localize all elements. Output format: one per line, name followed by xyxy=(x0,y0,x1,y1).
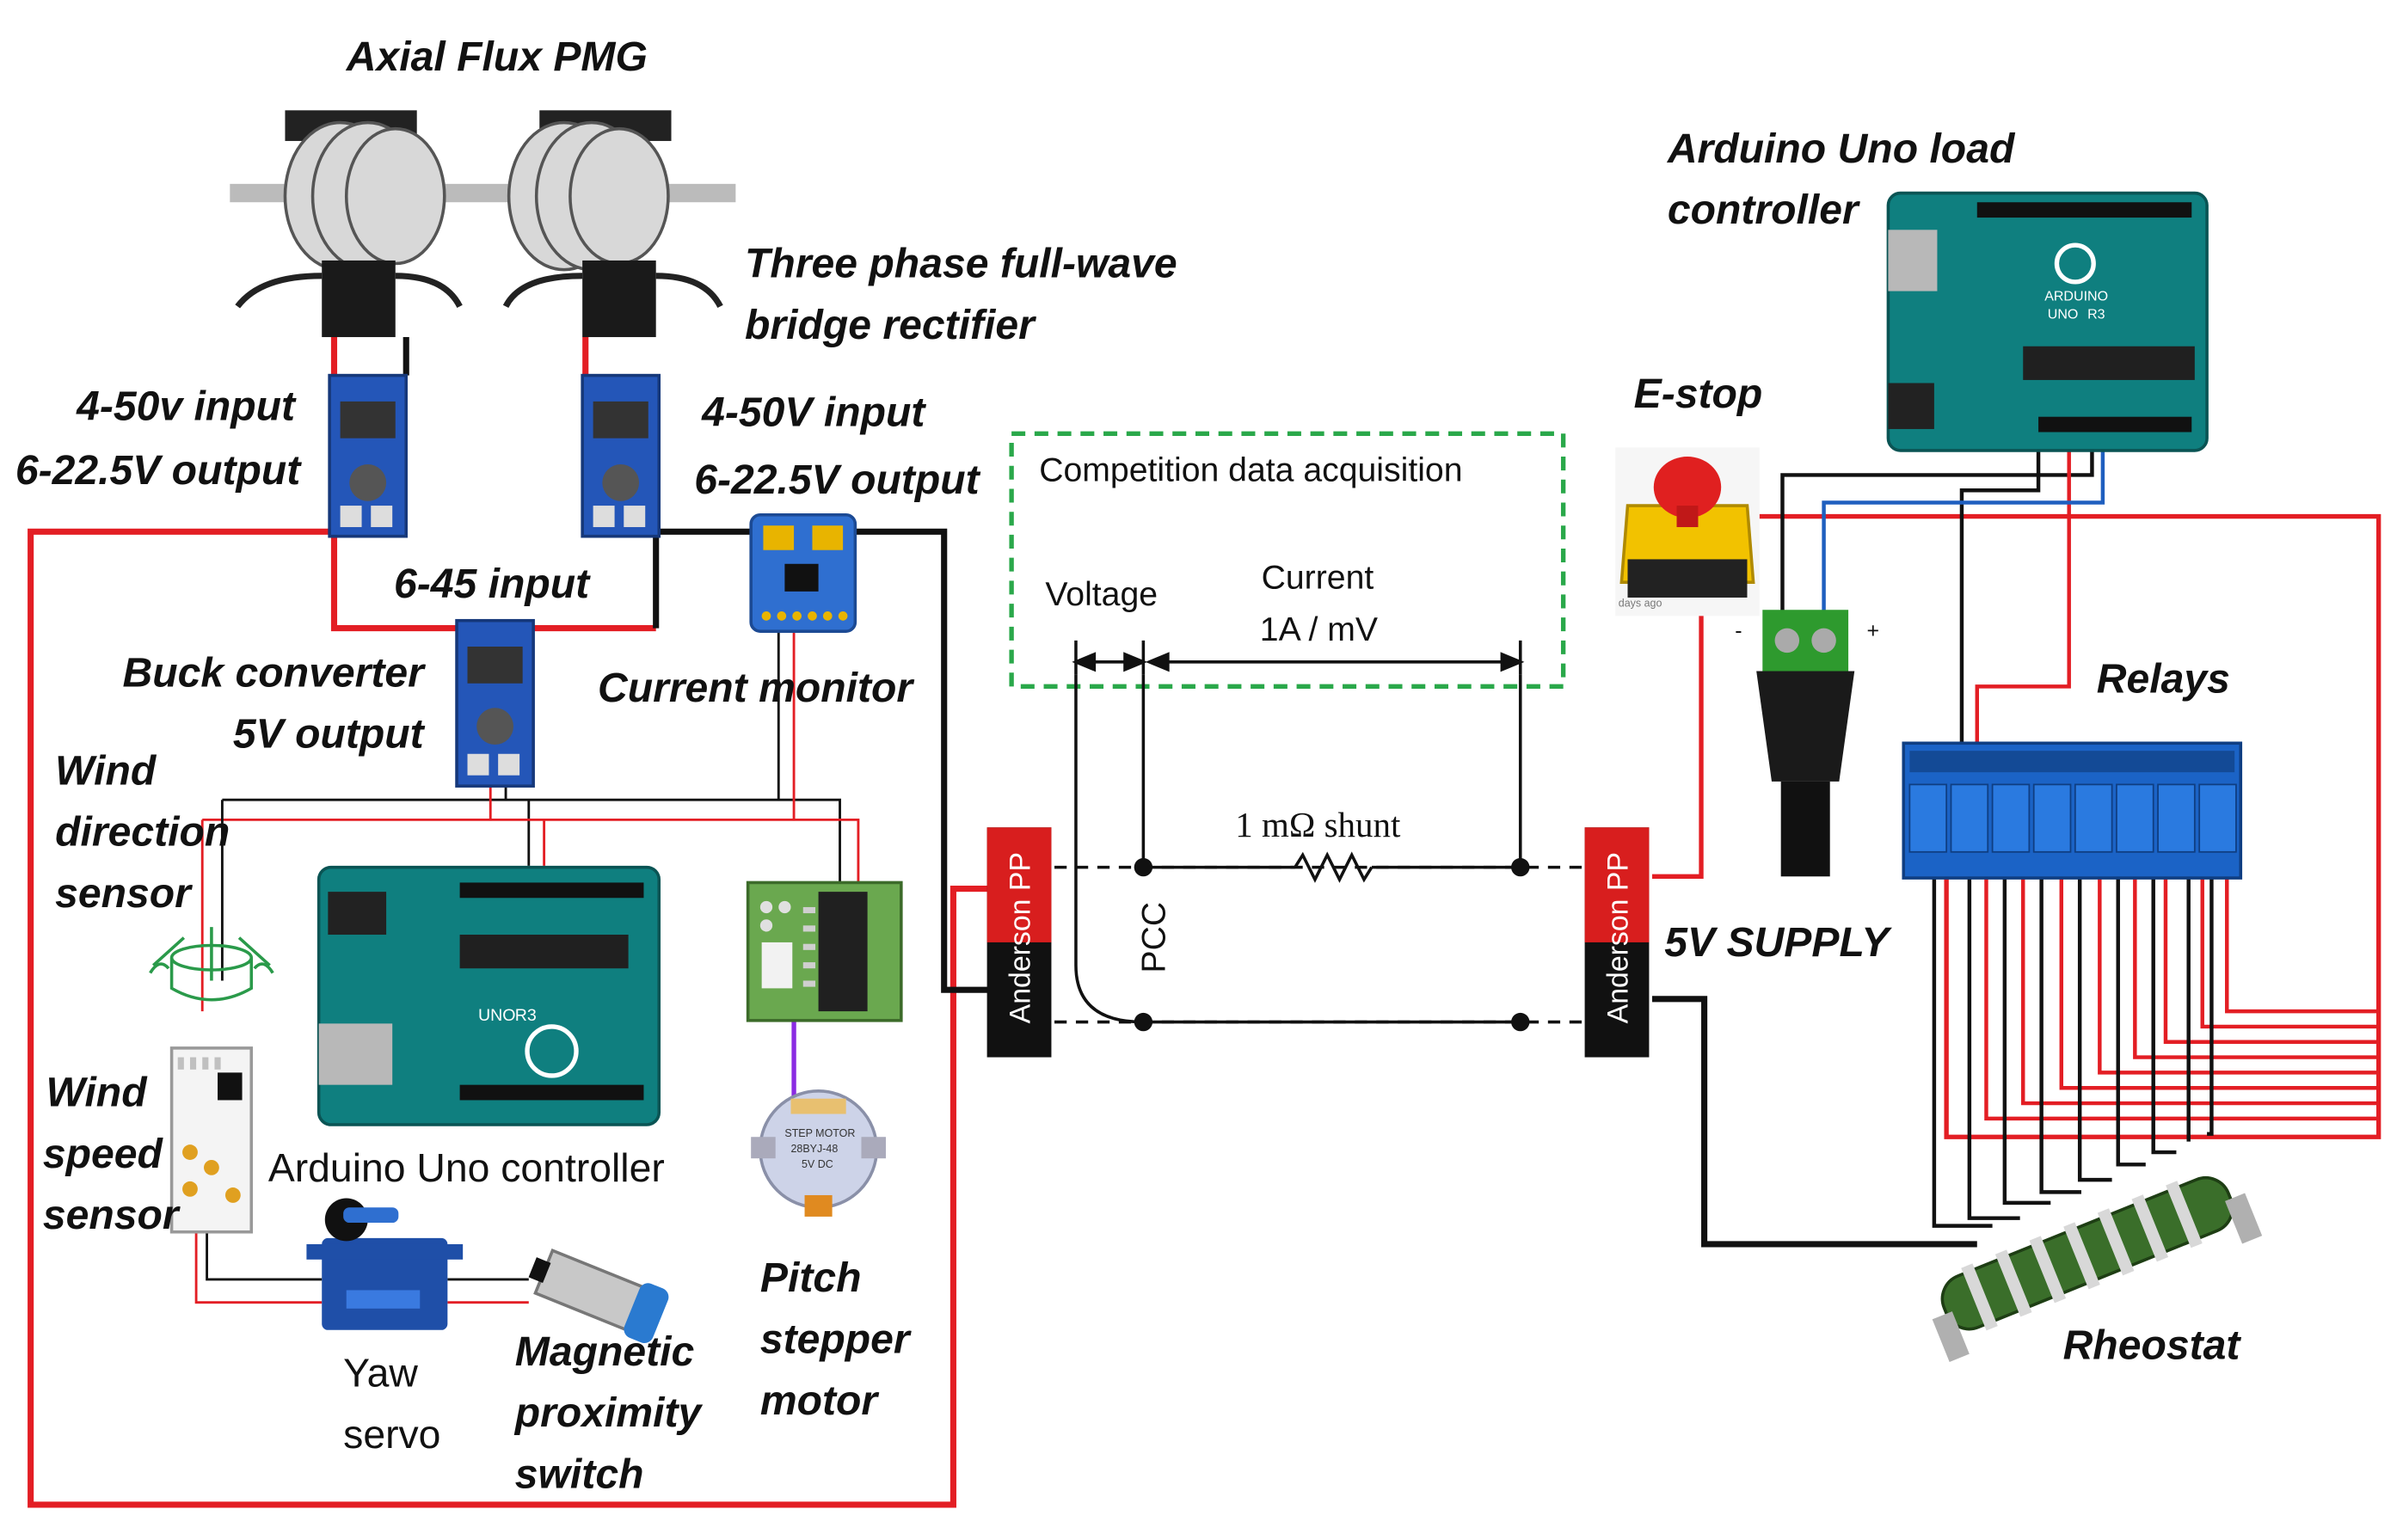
anderson-connector-right: Anderson PP xyxy=(1584,827,1650,1058)
rheostat-label: Rheostat xyxy=(2063,1322,2242,1369)
wind-speed-label-3: sensor xyxy=(43,1192,181,1238)
stepper-text-3: 5V DC xyxy=(802,1158,833,1170)
wind-speed-label-2: speed xyxy=(43,1131,164,1177)
rectifier-label-2: bridge rectifier xyxy=(745,302,1036,348)
wind-direction-label-3: sensor xyxy=(55,870,193,917)
load-uno-text: UNO xyxy=(2048,307,2079,322)
load-controller-board: ARDUINO UNO R3 xyxy=(1886,191,2209,452)
yaw-servo xyxy=(306,1198,464,1330)
rheostat xyxy=(1932,1176,2263,1362)
stepper-motor: STEP MOTOR 28BYJ-48 5V DC xyxy=(751,1089,886,1217)
generator-icon xyxy=(230,110,736,338)
vane-icon xyxy=(149,927,274,1002)
wind-speed-label-1: Wind xyxy=(46,1070,148,1116)
daq-current-label-1: Current xyxy=(1262,559,1374,596)
relay-board xyxy=(1902,741,2243,880)
pcc-label: PCC xyxy=(1135,902,1172,973)
load-arduino-text: ARDUINO xyxy=(2044,288,2108,304)
arduino-icon xyxy=(1886,191,2209,452)
wind-direction-vane xyxy=(149,927,274,1002)
conv-left-label-1: 4-50v input xyxy=(76,383,297,429)
estop-button: days ago xyxy=(1615,447,1760,617)
pitch-label-1: Pitch xyxy=(760,1255,862,1301)
jack-plus: + xyxy=(1866,618,1879,642)
daq-border xyxy=(1009,431,1566,690)
proximity-label-3: switch xyxy=(515,1451,644,1497)
stepper-text-1: STEP MOTOR xyxy=(784,1127,855,1139)
arduino-r3-text: R3 xyxy=(515,1006,537,1025)
wind-direction-label-2: direction xyxy=(55,809,230,856)
daq-voltage-label: Voltage xyxy=(1045,576,1158,613)
anderson-left-label: Anderson PP xyxy=(1005,852,1037,1023)
converter-right xyxy=(581,373,661,538)
buck-label-2: 5V output xyxy=(233,711,426,758)
pitch-label-3: motor xyxy=(760,1377,880,1424)
anderson-right-label: Anderson PP xyxy=(1601,852,1634,1023)
stepper-driver-board xyxy=(746,880,903,1022)
wind-speed-board xyxy=(169,1046,254,1234)
current-monitor-board xyxy=(749,512,857,633)
conv-right-label-2: 6-22.5V output xyxy=(694,457,980,503)
proximity-switch xyxy=(528,1248,669,1343)
resistor-symbol xyxy=(1294,851,1374,883)
rectifier-label-1: Three phase full-wave xyxy=(745,241,1177,287)
buck-converter xyxy=(455,618,535,788)
load-controller-label-2: controller xyxy=(1668,187,1860,233)
daq-current-label-2: 1A / mV xyxy=(1260,611,1378,648)
pitch-label-2: stepper xyxy=(760,1316,912,1363)
pcc-circuit: 1 mΩ shunt PCC xyxy=(1054,674,1587,1032)
proximity-label-2: proximity xyxy=(513,1390,704,1436)
jack-minus: - xyxy=(1735,618,1742,642)
anderson-connector-left: Anderson PP xyxy=(986,827,1052,1058)
arduino-controller-board: UNO R3 xyxy=(317,865,661,1126)
yaw-label-1: Yaw xyxy=(343,1351,418,1396)
daq-title: Competition data acquisition xyxy=(1039,452,1462,489)
dc-jack: - + xyxy=(1735,610,1879,877)
load-controller-label-1: Arduino Uno load xyxy=(1667,126,2016,172)
labels: Axial Flux PMG Three phase full-wave bri… xyxy=(15,34,2242,1497)
buck-input-label: 6-45 input xyxy=(394,561,591,607)
arduino-uno-text: UNO xyxy=(478,1006,516,1025)
conv-right-label-1: 4-50V input xyxy=(701,389,926,435)
measurement-arrows xyxy=(1072,640,1525,675)
rheostat-icon xyxy=(1932,1176,2263,1362)
controller-label: Arduino Uno controller xyxy=(268,1145,665,1190)
estop-label: E-stop xyxy=(1634,371,1763,417)
conv-left-label-2: 6-22.5V output xyxy=(15,447,302,494)
proximity-label-1: Magnetic xyxy=(515,1328,695,1375)
current-monitor-label: Current monitor xyxy=(598,665,914,711)
proximity-icon xyxy=(528,1248,669,1343)
wind-direction-label-1: Wind xyxy=(55,747,157,794)
yaw-label-2: servo xyxy=(343,1412,440,1457)
daq-box: Competition data acquisition Voltage Cur… xyxy=(1009,431,1566,690)
shunt-label: 1 mΩ shunt xyxy=(1235,805,1401,844)
supply-label: 5V SUPPLY xyxy=(1664,919,1892,966)
converter-left xyxy=(328,373,409,538)
estop-caption: days ago xyxy=(1619,598,1662,610)
generator-label: Axial Flux PMG xyxy=(346,34,648,80)
buck-label-1: Buck converter xyxy=(123,649,427,696)
relays-label: Relays xyxy=(2097,655,2230,702)
stepper-text-2: 28BYJ-48 xyxy=(791,1143,839,1155)
load-r3-text: R3 xyxy=(2087,307,2105,322)
wires xyxy=(28,337,2381,1508)
